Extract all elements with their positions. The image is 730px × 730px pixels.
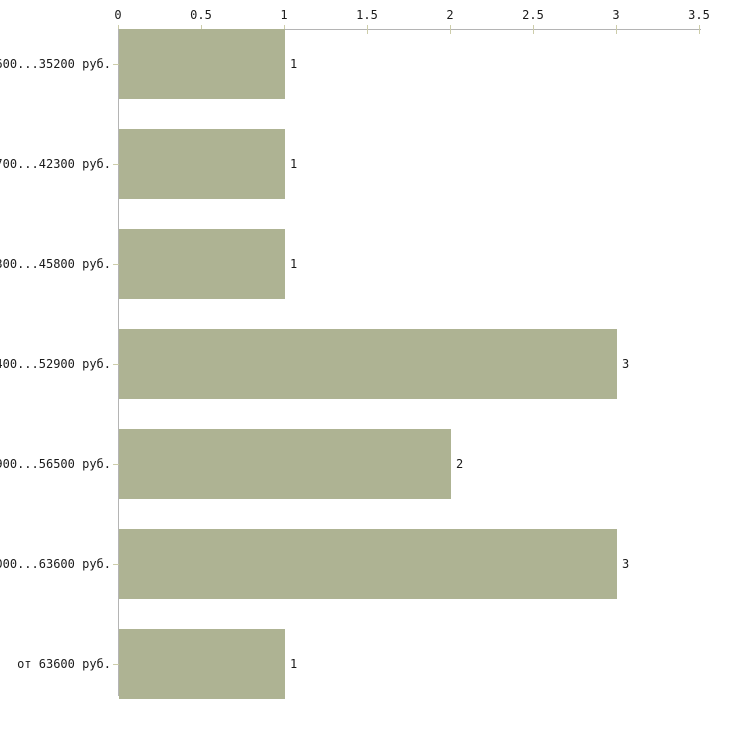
x-axis-tick-label: 1 (280, 8, 288, 22)
bar-value-label: 1 (290, 157, 298, 171)
x-axis-tick-label: 2 (446, 8, 454, 22)
x-axis-tick (699, 25, 700, 34)
x-axis-tick-label: 3 (612, 8, 620, 22)
bar-value-label: 2 (456, 457, 464, 471)
y-axis-category-label: 49400...52900 руб. (0, 357, 111, 371)
x-axis-tick (450, 25, 451, 34)
y-axis-line (118, 29, 119, 696)
y-axis-category-label: 31600...35200 руб. (0, 57, 111, 71)
x-axis-tick-label: 0 (114, 8, 122, 22)
y-axis-category-label: 42300...45800 руб. (0, 257, 111, 271)
bar-value-label: 1 (290, 57, 298, 71)
bar (119, 329, 617, 399)
x-axis-tick (367, 25, 368, 34)
bar-value-label: 1 (290, 257, 298, 271)
y-axis-tick (113, 464, 119, 465)
y-axis-tick (113, 364, 119, 365)
bar-value-label: 3 (622, 357, 630, 371)
y-axis-category-label: от 63600 руб. (17, 657, 111, 671)
x-axis-line (118, 29, 701, 30)
y-axis-category-label: 52900...56500 руб. (0, 457, 111, 471)
y-axis-category-label: 60000...63600 руб. (0, 557, 111, 571)
bar (119, 229, 285, 299)
bar (119, 429, 451, 499)
bar (119, 529, 617, 599)
y-axis-tick (113, 664, 119, 665)
x-axis-tick-label: 2.5 (522, 8, 544, 22)
y-axis-tick (113, 164, 119, 165)
x-axis-tick-label: 1.5 (356, 8, 378, 22)
y-axis-tick (113, 564, 119, 565)
bar-value-label: 3 (622, 557, 630, 571)
x-axis-tick (533, 25, 534, 34)
bar-value-label: 1 (290, 657, 298, 671)
bar (119, 129, 285, 199)
y-axis-tick (113, 264, 119, 265)
x-axis-tick-label: 0.5 (190, 8, 212, 22)
y-axis-category-label: 38700...42300 руб. (0, 157, 111, 171)
y-axis-tick (113, 64, 119, 65)
x-axis-tick-label: 3.5 (688, 8, 710, 22)
bar (119, 629, 285, 699)
bar (119, 29, 285, 99)
x-axis-tick (616, 25, 617, 34)
